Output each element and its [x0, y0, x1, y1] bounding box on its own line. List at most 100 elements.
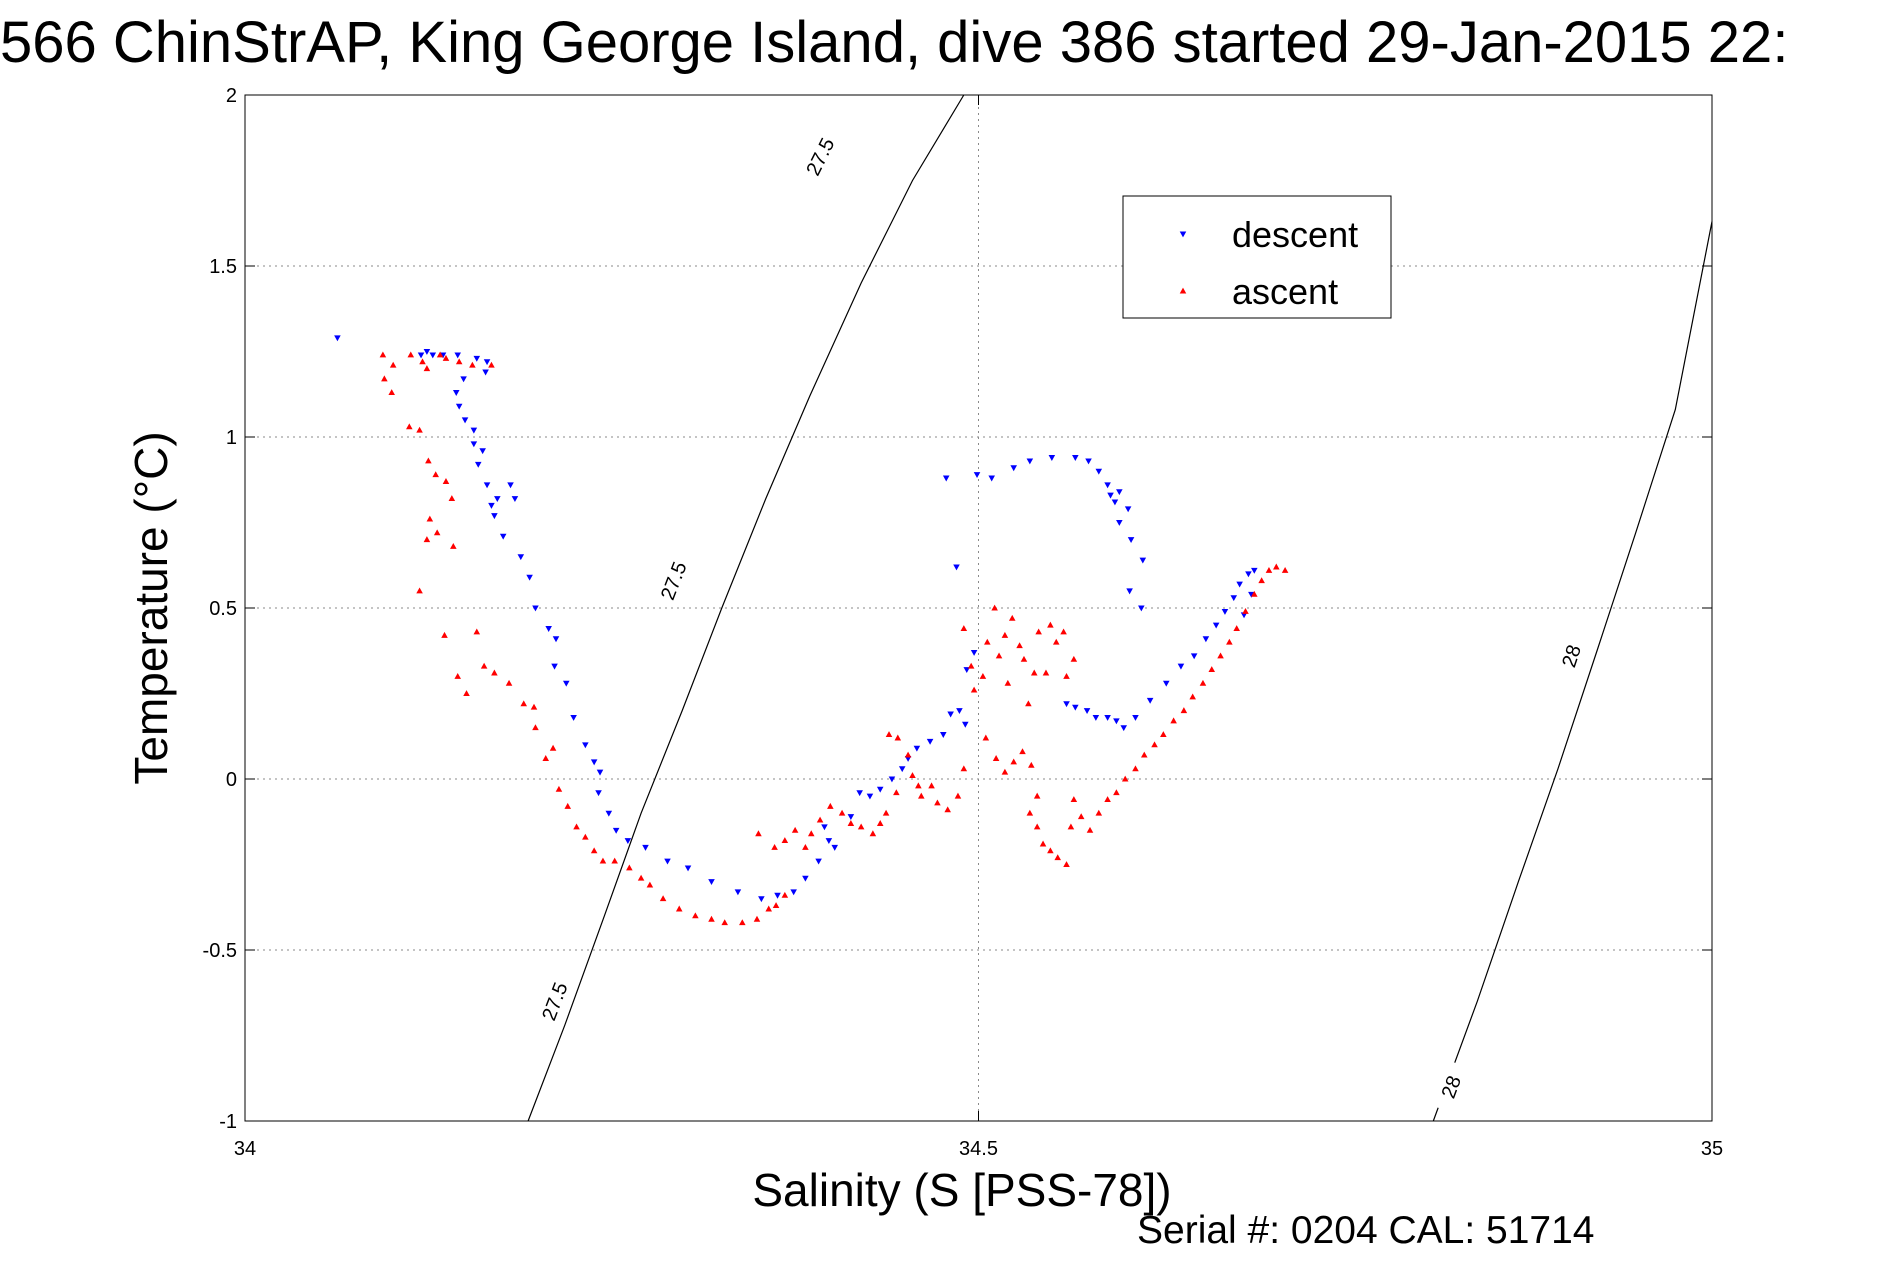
- descent-point: [821, 824, 828, 831]
- ascent-point: [915, 782, 922, 789]
- series-descent: [334, 335, 1258, 903]
- descent-point: [570, 714, 577, 721]
- descent-point: [642, 844, 649, 851]
- ascent-point: [381, 375, 388, 382]
- ascent-point: [491, 669, 498, 676]
- ascent-point: [532, 724, 539, 731]
- ascent-point: [692, 912, 699, 919]
- ascent-point: [1060, 628, 1067, 635]
- descent-point: [1146, 697, 1154, 704]
- ascent-point: [423, 365, 431, 372]
- ascent-point: [473, 628, 481, 635]
- descent-point: [1116, 520, 1123, 526]
- point-layer: [334, 335, 1289, 926]
- descent-point: [526, 574, 533, 581]
- descent-point: [423, 349, 431, 355]
- ascent-point: [520, 700, 528, 707]
- ascent-point: [441, 631, 448, 638]
- descent-point: [511, 496, 519, 502]
- descent-point: [1126, 588, 1133, 595]
- ascent-point: [1067, 823, 1075, 830]
- descent-point: [461, 417, 469, 424]
- chart-title: 566 ChinStrAP, King George Island, dive …: [0, 10, 1788, 75]
- ascent-point: [1039, 840, 1047, 847]
- ascent-point: [816, 816, 824, 823]
- descent-point: [1010, 465, 1017, 472]
- ascent-point: [455, 358, 463, 365]
- ascent-point: [847, 820, 855, 826]
- ascent-point: [1020, 655, 1028, 662]
- ascent-point: [882, 809, 890, 816]
- ascent-point: [1010, 758, 1017, 765]
- y-tick-label: 2: [226, 85, 237, 107]
- ascent-point: [1054, 854, 1061, 861]
- ascent-point: [1030, 669, 1038, 676]
- x-tick-label: 34: [234, 1138, 256, 1160]
- ascent-point: [1077, 813, 1085, 820]
- ascent-point: [646, 881, 654, 888]
- descent-point: [1230, 595, 1238, 602]
- ascent-point: [1273, 563, 1280, 570]
- ascent-point: [433, 529, 441, 536]
- ascent-point: [1180, 707, 1188, 714]
- ascent-point: [1233, 625, 1240, 631]
- ascent-point: [442, 478, 450, 484]
- ascent-point: [1042, 669, 1050, 676]
- ascent-point: [1070, 655, 1078, 662]
- descent-point: [888, 776, 896, 783]
- ascent-point: [1199, 679, 1207, 686]
- ascent-point: [838, 809, 846, 816]
- ascent-point: [448, 495, 456, 502]
- ascent-point: [549, 744, 557, 751]
- descent-point: [734, 889, 742, 896]
- descent-point: [825, 838, 833, 844]
- descent-point: [758, 896, 765, 903]
- contour-label-gap: [798, 129, 842, 184]
- y-tick-label: -0.5: [203, 940, 237, 962]
- ascent-point: [1016, 642, 1023, 649]
- ascent-point: [1251, 590, 1258, 597]
- descent-point: [1120, 725, 1128, 732]
- density-contour-line: [1432, 221, 1713, 1122]
- ascent-point: [982, 734, 990, 741]
- ascent-point: [1242, 607, 1249, 614]
- descent-point: [1104, 482, 1111, 489]
- descent-point: [1124, 506, 1132, 513]
- ascent-point: [802, 843, 809, 850]
- ascent-point: [781, 891, 789, 898]
- ascent-point: [827, 802, 834, 809]
- descent-point: [1072, 455, 1079, 461]
- ascent-point: [781, 837, 789, 844]
- ascent-point: [530, 703, 538, 710]
- descent-point: [483, 359, 491, 366]
- legend-box: [1122, 195, 1392, 319]
- descent-point: [802, 875, 809, 882]
- descent-point: [562, 680, 570, 687]
- ascent-point: [918, 792, 925, 799]
- ascent-point: [1086, 826, 1094, 833]
- ascent-legend-label: ascent: [1232, 271, 1338, 312]
- descent-point: [815, 858, 822, 865]
- descent-point: [590, 759, 598, 766]
- series-ascent: [379, 351, 1289, 926]
- y-tick-label: 0.5: [209, 598, 237, 620]
- descent-point: [596, 769, 604, 776]
- ascent-point: [1151, 741, 1158, 748]
- ascent-point: [407, 351, 415, 358]
- descent-point: [790, 889, 797, 896]
- descent-point: [1048, 455, 1056, 461]
- ascent-point: [753, 915, 761, 922]
- descent-point: [898, 766, 906, 773]
- descent-point: [499, 533, 507, 540]
- ascent-point: [771, 843, 778, 850]
- ascent-point: [573, 823, 580, 830]
- ascent-point: [1140, 751, 1148, 758]
- ascent-point: [416, 426, 423, 433]
- x-tick-label: 35: [1701, 1138, 1723, 1160]
- ascent-point: [659, 895, 667, 902]
- contour-label-gap: [534, 974, 575, 1028]
- legend: descent ascent: [1122, 195, 1392, 319]
- ascent-point: [675, 905, 683, 912]
- descent-point: [1221, 608, 1229, 615]
- descent-point: [473, 355, 481, 362]
